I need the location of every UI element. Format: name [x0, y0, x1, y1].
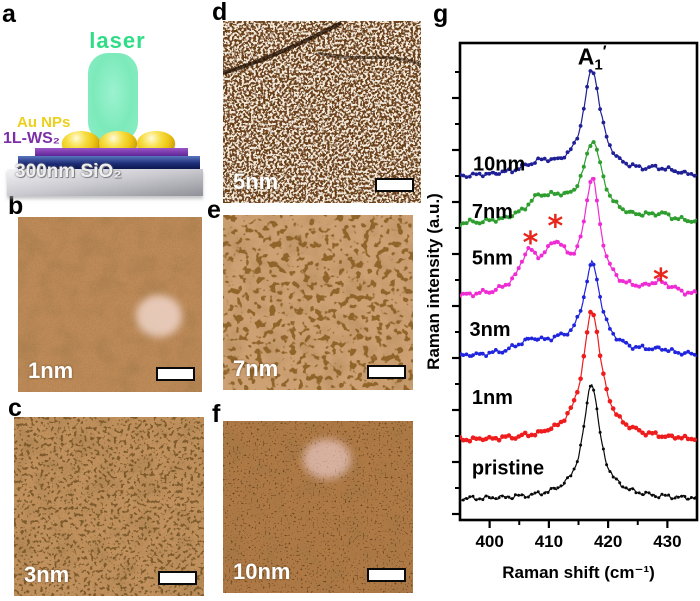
afm-image-7nm: 7nm [223, 215, 413, 390]
series-10nm [460, 69, 697, 180]
au-nps-label: Au NPs [17, 114, 71, 131]
raman-chart: 400 410 420 430 Raman shift (cm⁻¹) Raman inte… [424, 41, 699, 582]
afm-image-3nm: 3nm [14, 417, 204, 596]
afm-image-10nm: 10nm [223, 421, 413, 593]
sio2-oxide-layer [18, 156, 200, 169]
afm-texture [14, 417, 204, 596]
panel-letter-e: e [207, 196, 221, 224]
panel-letter-d: d [212, 0, 228, 26]
asterisk-marker: * [523, 226, 539, 261]
bright-spot [303, 439, 351, 479]
afm-texture [223, 215, 413, 390]
panel-letter-a: a [2, 0, 16, 28]
peak-label-a1prime: A1′ [578, 43, 607, 73]
series-label-7nm: 7nm [472, 201, 513, 223]
y-axis-label: Raman intensity (a.u.) [425, 193, 443, 370]
scale-bar [367, 568, 406, 582]
ws2-label: 1L-WS₂ [3, 130, 60, 147]
laser-beam [88, 53, 138, 142]
panel-letter-c: c [8, 394, 22, 422]
panel-letter-f: f [212, 400, 221, 428]
afm-texture [223, 21, 421, 203]
panel-letter-g: g [433, 0, 449, 28]
scale-bar [158, 571, 197, 585]
series-label-10nm: 10nm [473, 153, 525, 175]
device-schematic: laser 300nm SiO₂ Au NPs 1L-WS₂ [0, 0, 212, 205]
scale-bar [375, 178, 414, 192]
scale-bar [367, 365, 406, 379]
x-tick-label: 400 [475, 532, 503, 551]
series-5nm [460, 176, 697, 299]
asterisk-marker: * [653, 263, 669, 298]
afm-image-5nm: 5nm [223, 21, 421, 203]
x-tick-label: 430 [653, 532, 681, 551]
bright-spot [136, 295, 182, 337]
thickness-label-10nm: 10nm [233, 559, 291, 584]
substrate-layer: 300nm SiO₂ [7, 161, 203, 196]
scale-bar [156, 367, 195, 381]
asterisk-marker: * [548, 209, 564, 244]
series-label-3nm: 3nm [469, 319, 510, 341]
sio2-label: 300nm SiO₂ [15, 161, 122, 182]
series-label-pristine: pristine [472, 458, 544, 480]
series-1nm [460, 309, 697, 444]
thickness-label-5nm: 5nm [233, 169, 279, 194]
series-label-1nm: 1nm [472, 387, 513, 409]
laser-label: laser [89, 28, 146, 53]
thickness-label-3nm: 3nm [24, 562, 70, 587]
x-tick-label: 420 [594, 532, 622, 551]
crack-line [317, 51, 421, 67]
series-label-5nm: 5nm [472, 248, 513, 270]
thickness-label-7nm: 7nm [233, 356, 279, 381]
afm-texture [223, 421, 413, 593]
series-3nm [460, 259, 697, 359]
raman-spectra-panel: 400 410 420 430 Raman shift (cm⁻¹) Raman inte… [424, 0, 700, 601]
series-pristine [460, 383, 697, 502]
x-tick-label: 410 [535, 532, 563, 551]
afm-image-1nm: 1nm [18, 217, 202, 392]
thickness-label-1nm: 1nm [28, 358, 74, 383]
x-axis-label: Raman shift (cm⁻¹) [502, 563, 655, 582]
panel-letter-b: b [8, 192, 24, 220]
ws2-monolayer [35, 148, 188, 156]
crack-line [223, 21, 342, 75]
series-7nm [460, 140, 697, 228]
